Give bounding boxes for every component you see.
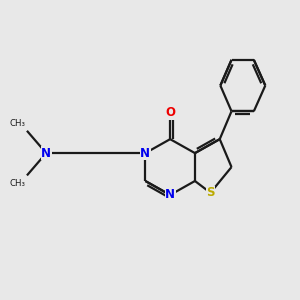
Text: CH₃: CH₃ <box>9 178 26 188</box>
Text: S: S <box>206 186 215 199</box>
Text: N: N <box>165 188 175 201</box>
Text: CH₃: CH₃ <box>9 119 26 128</box>
Text: N: N <box>41 147 51 160</box>
Text: O: O <box>165 106 175 119</box>
Text: N: N <box>140 147 150 160</box>
